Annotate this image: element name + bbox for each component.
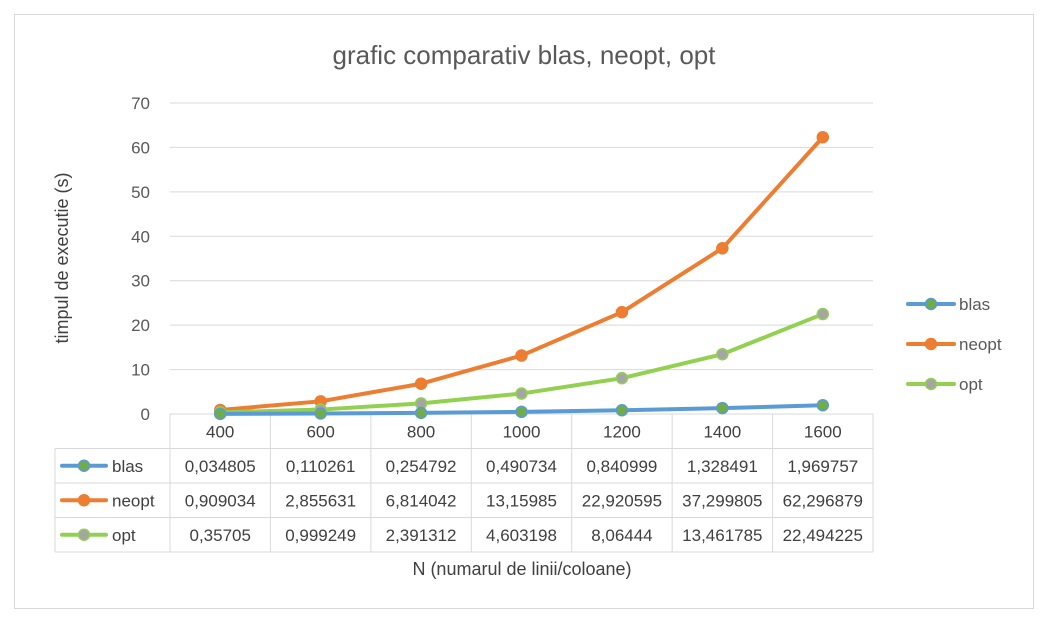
y-tick-label: 50 [131, 183, 150, 202]
table-cell-value: 2,391312 [386, 526, 457, 545]
table-cell-value: 62,296879 [783, 491, 863, 510]
data-point-blas [515, 405, 528, 419]
table-cell-value: 2,855631 [285, 491, 356, 510]
x-tick-label: 1200 [603, 422, 641, 441]
data-point-blas [414, 406, 428, 420]
table-legend-key-marker [77, 494, 91, 507]
table-cell-value: 0,909034 [185, 491, 256, 510]
data-point-blas [716, 401, 729, 415]
y-tick-label: 20 [131, 316, 150, 335]
table-cell-value: 1,328491 [687, 457, 758, 476]
y-tick-label: 70 [131, 94, 150, 113]
y-tick-label: 40 [131, 227, 150, 246]
table-legend-key-marker [77, 528, 91, 541]
x-tick-label: 800 [407, 422, 435, 441]
chart-title: grafic comparativ blas, neopt, opt [333, 40, 717, 70]
table-cell-value: 1,969757 [787, 457, 858, 476]
chart-frame [14, 14, 1034, 609]
table-legend-key-marker [77, 459, 91, 472]
legend-key-marker [924, 297, 938, 311]
table-cell-value: 0,034805 [185, 457, 256, 476]
x-tick-label: 1600 [804, 422, 842, 441]
x-tick-label: 400 [206, 422, 234, 441]
legend-label-neopt: neopt [959, 335, 1002, 354]
table-series-name: neopt [112, 491, 155, 510]
y-tick-label: 60 [131, 138, 150, 157]
x-tick-label: 1000 [503, 422, 541, 441]
legend: blas neopt opt [906, 295, 1002, 394]
table-cell-value: 6,814042 [386, 491, 457, 510]
series-lines [213, 130, 830, 421]
table-cell-value: 4,603198 [486, 526, 557, 545]
data-point-blas [615, 404, 629, 417]
table-series-name: opt [112, 526, 136, 545]
data-point-neopt [515, 349, 528, 362]
data-point-blas [213, 407, 227, 421]
table-cell-value: 13,15985 [486, 491, 557, 510]
table-cell-value: 0,110261 [286, 457, 356, 476]
x-tick-label: 1400 [703, 422, 741, 441]
data-point-neopt [615, 305, 629, 319]
table-cell-value: 0,35705 [189, 526, 250, 545]
data-point-blas [816, 398, 830, 412]
table-cell-value: 13,461785 [682, 526, 762, 545]
data-point-opt [816, 307, 830, 321]
series-line-neopt [218, 135, 825, 412]
table-cell-value: 22,920595 [582, 491, 662, 510]
table-cell-value: 37,299805 [682, 491, 762, 510]
data-point-neopt [716, 242, 729, 255]
data-table: 400 600 800 1000 1200 1400 1600 blas 0,034805 0,1… [54, 414, 874, 553]
legend-label-blas: blas [959, 295, 990, 314]
data-point-opt [615, 371, 629, 385]
table-cell-value: 8,06444 [591, 526, 652, 545]
data-point-blas [314, 407, 327, 420]
x-axis-label: N (numarul de linii/coloane) [412, 559, 631, 579]
data-point-neopt [816, 130, 830, 144]
y-tick-label: 30 [131, 272, 150, 291]
legend-key-marker [924, 377, 938, 391]
table-cell-value: 0,999249 [285, 526, 356, 545]
legend-label-opt: opt [959, 375, 983, 394]
gridlines [170, 102, 873, 415]
table-cell-value: 0,840999 [586, 457, 657, 476]
y-axis-label: timpul de executie (s) [52, 172, 72, 343]
table-cell-value: 0,490734 [486, 457, 557, 476]
y-tick-labels: 0 10 20 30 40 50 60 70 [131, 94, 150, 424]
table-cell-value: 22,494225 [783, 526, 863, 545]
legend-key-marker [924, 337, 938, 351]
data-point-opt [716, 347, 729, 361]
y-tick-label: 0 [141, 405, 150, 424]
table-cell-value: 0,254792 [386, 457, 457, 476]
y-tick-label: 10 [131, 361, 150, 380]
data-point-opt [515, 387, 528, 400]
table-series-name: blas [112, 457, 143, 476]
x-tick-label: 600 [306, 422, 334, 441]
data-point-neopt [414, 377, 428, 390]
